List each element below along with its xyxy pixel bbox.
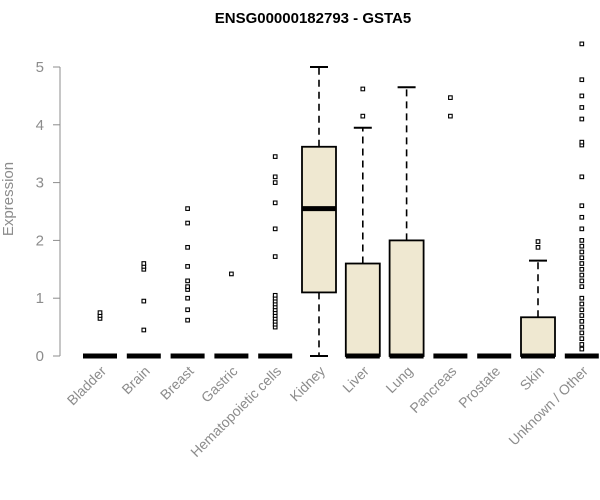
x-tick-label: Prostate: [455, 363, 503, 411]
y-tick-label: 5: [36, 59, 44, 76]
box-group-liver: [344, 86, 381, 359]
outlier-point: [141, 298, 147, 304]
y-axis-ticks: 0 1 2 3 4 5: [36, 59, 60, 365]
box-group-bladder: [83, 310, 117, 359]
outlier-point: [185, 317, 190, 323]
y-tick-label: 2: [36, 232, 44, 249]
box-group-skin: [520, 239, 556, 359]
box-group-lung: [388, 86, 425, 359]
box-body: [388, 239, 425, 357]
outlier-point: [185, 295, 190, 301]
outlier-point: [360, 86, 366, 92]
outlier-point: [272, 174, 278, 180]
outlier-point: [97, 310, 103, 316]
outlier-point: [272, 154, 278, 159]
outlier-point: [579, 330, 585, 336]
x-tick-label: Skin: [517, 363, 548, 394]
y-axis-label: Expression: [0, 162, 17, 236]
outlier-point: [579, 116, 585, 122]
box-body: [520, 316, 556, 357]
outlier-point: [579, 261, 585, 266]
outlier-point: [579, 105, 585, 110]
box-group-gastric: [214, 271, 249, 359]
outlier-point: [229, 271, 234, 277]
y-tick-label: 3: [36, 175, 44, 192]
outlier-point: [579, 226, 585, 232]
outlier-point: [579, 295, 585, 301]
box-group-breast: [170, 206, 205, 359]
box-body: [301, 145, 337, 294]
x-tick-label: Unknown / Other: [505, 363, 591, 449]
outlier-point: [579, 307, 585, 313]
outlier-point: [579, 255, 585, 261]
outlier-point: [272, 292, 278, 298]
plot-area: [83, 41, 599, 359]
outlier-point: [579, 346, 585, 352]
outlier-point: [579, 77, 585, 83]
outlier-point: [141, 261, 147, 266]
x-tick-label: Kidney: [287, 363, 329, 405]
outlier-point: [185, 244, 190, 250]
box-group-unknown-other: [564, 41, 599, 359]
outlier-point: [579, 324, 585, 330]
outlier-point: [579, 174, 585, 180]
outlier-point: [579, 203, 585, 209]
outlier-point: [535, 239, 541, 244]
y-tick-label: 0: [36, 348, 44, 365]
outlier-point: [448, 113, 453, 119]
x-tick-label: Breast: [157, 363, 197, 403]
box-body: [344, 262, 381, 357]
outlier-point: [272, 226, 278, 232]
box-group-pancreas: [433, 95, 468, 359]
outlier-point: [535, 244, 541, 250]
outlier-point: [579, 278, 585, 284]
outlier-point: [579, 243, 585, 249]
box-group-kidney: [301, 66, 337, 357]
x-tick-label: Bladder: [64, 363, 110, 409]
outlier-point: [579, 318, 585, 324]
outlier-point: [579, 301, 585, 307]
outlier-point: [579, 214, 585, 220]
outlier-point: [185, 264, 190, 269]
outlier-point: [579, 284, 585, 289]
outlier-point: [579, 41, 585, 47]
x-tick-label: Liver: [339, 363, 372, 396]
y-tick-label: 4: [36, 117, 44, 134]
box-group-hematopoietic-cells: [258, 154, 293, 359]
outlier-point: [579, 93, 585, 99]
chart-title: ENSG00000182793 - GSTA5: [215, 10, 412, 27]
x-tick-label: Pancreas: [406, 363, 459, 416]
outlier-point: [185, 284, 190, 289]
x-tick-label: Gastric: [198, 363, 241, 406]
outlier-point: [579, 313, 585, 318]
outlier-point: [579, 249, 585, 255]
x-tick-label: Brain: [118, 363, 152, 397]
outlier-point: [185, 278, 190, 284]
outlier-point: [185, 206, 190, 211]
outlier-point: [272, 200, 278, 206]
outlier-point: [579, 336, 585, 342]
outlier-point: [272, 180, 278, 185]
outlier-point: [579, 139, 585, 145]
outlier-point: [579, 272, 585, 278]
outlier-point: [272, 254, 278, 259]
outlier-point: [185, 220, 190, 226]
y-tick-label: 1: [36, 290, 44, 307]
outlier-point: [579, 342, 585, 347]
outlier-point: [448, 95, 453, 100]
outlier-point: [579, 238, 585, 243]
outlier-point: [141, 327, 147, 333]
box-group-brain: [126, 261, 161, 359]
outlier-point: [579, 266, 585, 272]
x-tick-label: Lung: [382, 363, 415, 396]
outlier-point: [360, 113, 366, 119]
outlier-point: [185, 307, 190, 313]
